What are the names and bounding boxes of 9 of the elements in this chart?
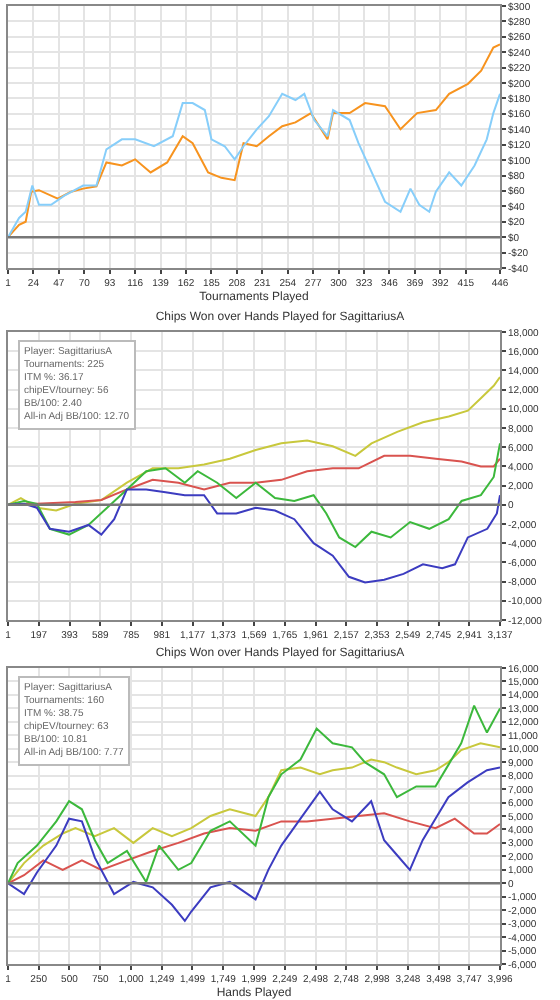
- line-series: [8, 376, 500, 512]
- line-series: [8, 742, 500, 885]
- line-series: [8, 442, 500, 549]
- line-series: [8, 43, 500, 239]
- line-series: [8, 92, 500, 239]
- line-series: [8, 766, 500, 922]
- line-series: [8, 812, 500, 885]
- line-series: [8, 704, 500, 885]
- line-series: [8, 488, 500, 584]
